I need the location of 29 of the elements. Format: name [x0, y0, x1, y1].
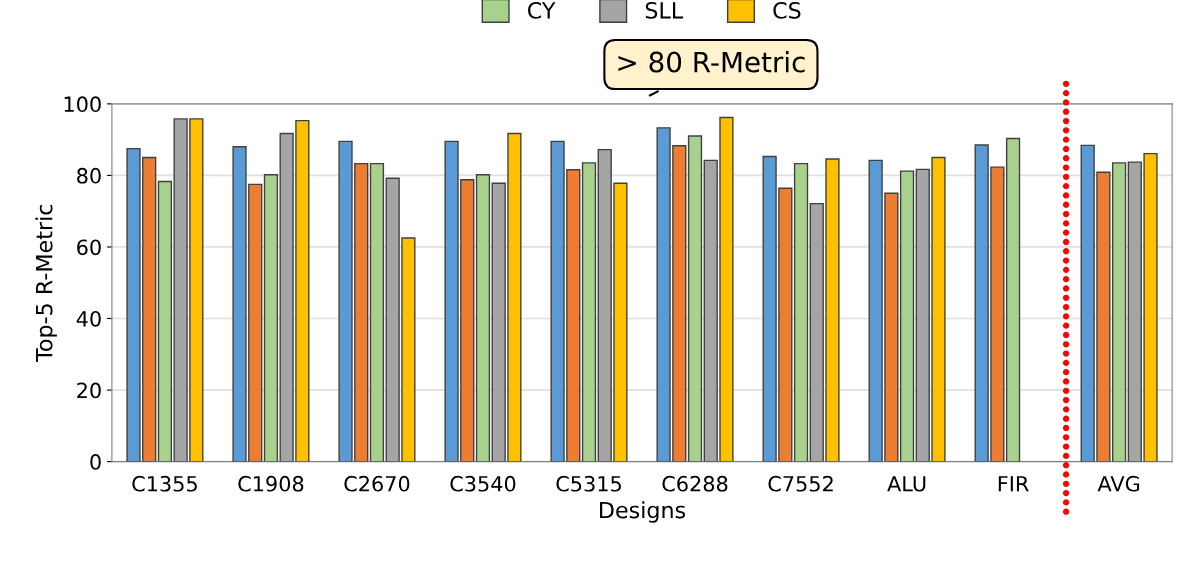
y-tick-label: 60 [77, 239, 101, 256]
x-tick-label: AVG [1097, 475, 1140, 492]
bar [475, 173, 491, 462]
bar [581, 162, 597, 462]
x-tick-label: C3540 [450, 475, 516, 492]
legend-label: CS [773, 1, 801, 19]
y-tick-label: 100 [64, 96, 101, 113]
x-tick-label: C6288 [662, 475, 728, 492]
y-tick-label: 80 [77, 167, 101, 184]
bar [687, 135, 703, 462]
x-tick-label: C7552 [768, 475, 833, 492]
text: > 80 R-Metric [618, 51, 805, 73]
y-tick-label: 0 [90, 454, 101, 470]
y-tick-label: 40 [76, 310, 101, 327]
x-tick-label: C2670 [344, 475, 410, 492]
y-tick-label: 20 [77, 382, 101, 399]
bar [793, 162, 809, 462]
legend-label: SLL [645, 1, 684, 19]
x-tick-label: C1355 [132, 475, 197, 492]
x-axis-title: Designs [600, 501, 686, 523]
legend-label: CY [527, 1, 556, 19]
x-tick-label: C5315 [556, 475, 621, 492]
x-tick-label: ALU [887, 476, 926, 492]
bar [263, 173, 279, 462]
x-tick-label: C1908 [238, 475, 304, 492]
y-axis-title: Top-5 R-Metric [35, 204, 57, 362]
bar [369, 162, 385, 462]
x-tick-label: FIR [998, 476, 1029, 492]
bar [899, 170, 915, 462]
